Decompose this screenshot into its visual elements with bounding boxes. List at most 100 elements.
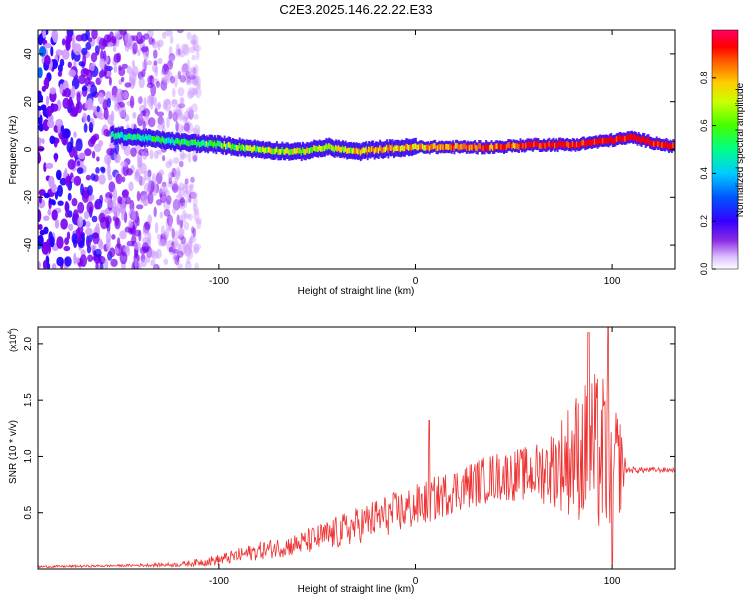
heatmap-noise-cell xyxy=(172,108,177,120)
heatmap-noise-cell xyxy=(38,234,44,247)
heatmap-noise-cell xyxy=(98,37,107,50)
heatmap-noise-cell xyxy=(182,44,190,56)
heatmap-ridge-core xyxy=(284,149,287,155)
heatmap-ridge-core xyxy=(492,145,494,151)
heatmap-ridge-core xyxy=(335,144,338,151)
heatmap-ridge-core xyxy=(174,140,177,146)
heatmap-ridge-core xyxy=(486,144,489,151)
heatmap-noise-cell xyxy=(90,173,96,181)
heatmap-noise-cell xyxy=(191,73,200,86)
heatmap-ridge-core xyxy=(654,141,657,147)
heatmap-ridge-core xyxy=(545,143,548,149)
heatmap-ridge-core xyxy=(465,145,468,151)
heatmap-ridge-core xyxy=(274,148,277,155)
heatmap-noise-cell xyxy=(134,259,138,269)
heatmap-noise-cell xyxy=(134,241,142,251)
heatmap-ridge-core xyxy=(203,139,205,146)
heatmap-ridge-core xyxy=(121,132,124,138)
heatmap-ridge-core xyxy=(483,145,486,152)
heatmap-noise-cell xyxy=(182,63,187,70)
heatmap-ridge-core xyxy=(577,142,580,149)
heatmap-noise-cell xyxy=(189,183,194,189)
spectrogram-y-tick-label: 0 xyxy=(23,146,34,152)
heatmap-ridge-core xyxy=(496,143,499,149)
heatmap-ridge-core xyxy=(398,145,401,152)
heatmap-ridge-core xyxy=(375,147,377,153)
heatmap-noise-cell xyxy=(192,87,198,95)
heatmap-ridge-core xyxy=(423,144,426,151)
heatmap-noise-cell xyxy=(38,146,45,152)
heatmap-noise-cell xyxy=(43,215,50,221)
heatmap-ridge-core xyxy=(430,144,432,150)
heatmap-ridge-core xyxy=(292,148,295,155)
heatmap-noise-cell xyxy=(177,250,184,258)
heatmap-noise-cell xyxy=(182,115,189,121)
heatmap-ridge-core xyxy=(182,138,185,145)
heatmap-noise-cell xyxy=(137,262,142,269)
heatmap-ridge-core xyxy=(231,143,234,150)
heatmap-ridge-core xyxy=(154,136,157,143)
heatmap-ridge-core xyxy=(164,138,167,145)
heatmap-noise-cell xyxy=(197,83,201,90)
heatmap-noise-cell xyxy=(176,263,183,269)
heatmap-ridge-core xyxy=(553,142,556,149)
heatmap-noise-cell xyxy=(115,173,123,185)
heatmap-ridge-core xyxy=(468,145,471,151)
heatmap-ridge-core xyxy=(329,144,332,150)
heatmap-ridge-core xyxy=(427,144,430,150)
heatmap-noise-cell xyxy=(132,111,137,119)
heatmap-ridge-core xyxy=(384,146,387,153)
heatmap-noise-cell xyxy=(98,92,105,105)
heatmap-ridge-core xyxy=(386,144,388,151)
heatmap-noise-cell xyxy=(113,65,118,73)
heatmap-ridge-core xyxy=(475,145,478,151)
heatmap-noise-cell xyxy=(194,204,199,216)
heatmap-noise-cell xyxy=(176,30,184,34)
heatmap-noise-cell xyxy=(175,43,180,55)
heatmap-ridge-core xyxy=(244,146,247,152)
heatmap-ridge-core xyxy=(445,143,448,150)
heatmap-noise-cell xyxy=(192,67,197,75)
heatmap-noise-cell xyxy=(184,73,188,81)
heatmap-noise-cell xyxy=(87,84,91,93)
heatmap-ridge-core xyxy=(633,134,636,140)
heatmap-ridge-core xyxy=(365,146,368,153)
heatmap-noise-cell xyxy=(179,196,186,207)
heatmap-ridge-core xyxy=(264,147,267,153)
heatmap-noise-cell xyxy=(184,117,189,127)
heatmap-noise-cell xyxy=(65,38,70,51)
heatmap-ridge-core xyxy=(337,145,340,151)
heatmap-ridge-core xyxy=(631,133,633,140)
heatmap-noise-cell xyxy=(111,35,117,44)
heatmap-noise-cell xyxy=(120,76,125,83)
heatmap-noise-cell xyxy=(190,74,197,84)
heatmap-ridge-core xyxy=(332,145,335,152)
heatmap-ridge-core xyxy=(131,134,134,141)
heatmap-ridge-core xyxy=(657,141,660,148)
heatmap-ridge-core xyxy=(526,141,529,148)
heatmap-ridge-core xyxy=(333,146,336,153)
heatmap-ridge-core xyxy=(570,142,573,149)
heatmap-ridge-core xyxy=(302,147,304,153)
heatmap-ridge-core xyxy=(515,142,518,149)
heatmap-noise-cell xyxy=(177,87,185,97)
heatmap-noise-cell xyxy=(183,213,191,219)
heatmap-ridge-core xyxy=(394,145,397,152)
heatmap-ridge-core xyxy=(637,135,640,141)
heatmap-ridge-core xyxy=(330,144,333,151)
heatmap-ridge-core xyxy=(147,134,150,140)
heatmap-ridge-core xyxy=(482,145,485,152)
heatmap-ridge-core xyxy=(354,148,357,155)
heatmap-ridge-core xyxy=(258,146,260,153)
heatmap-ridge-core xyxy=(167,137,170,144)
heatmap-noise-cell xyxy=(86,114,91,123)
heatmap-noise-cell xyxy=(109,247,116,258)
heatmap-noise-cell xyxy=(98,140,104,147)
heatmap-ridge-core xyxy=(255,146,258,153)
heatmap-ridge-core xyxy=(325,143,328,150)
heatmap-ridge-core xyxy=(668,144,671,150)
heatmap-ridge-core xyxy=(439,144,442,151)
heatmap-ridge-core xyxy=(110,131,113,138)
heatmap-noise-cell xyxy=(92,232,100,245)
heatmap-ridge-core xyxy=(238,143,241,149)
